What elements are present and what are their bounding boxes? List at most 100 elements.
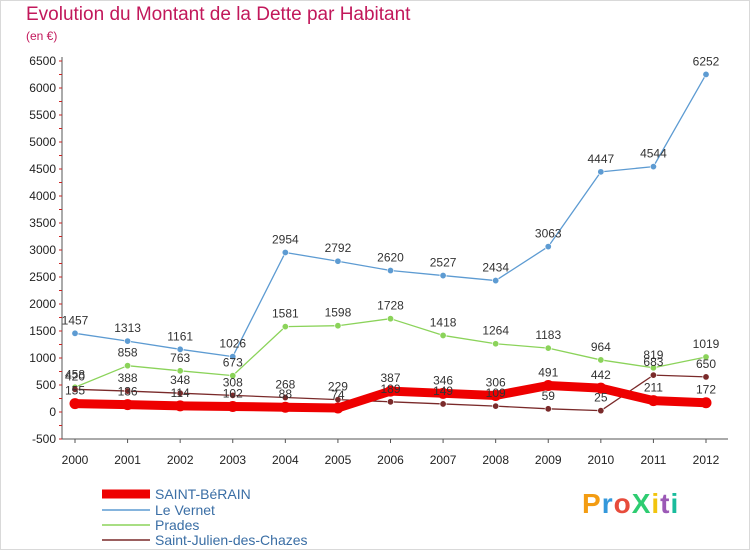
data-point [544, 344, 552, 352]
data-point [702, 70, 710, 78]
data-label: 1728 [377, 299, 404, 313]
data-label: 683 [643, 355, 663, 369]
data-label: 3063 [535, 227, 562, 241]
y-tick-label: 2000 [29, 297, 56, 311]
chart-subtitle: (en €) [26, 29, 58, 43]
data-point [385, 385, 396, 397]
x-tick-label: 2005 [325, 453, 352, 467]
data-point [71, 385, 79, 393]
data-point [124, 387, 132, 395]
data-point [649, 364, 657, 372]
data-point [334, 257, 342, 265]
data-label: 420 [65, 369, 85, 383]
data-point [542, 379, 554, 391]
data-label: 346 [433, 373, 453, 387]
y-tick-label: 3000 [29, 243, 56, 257]
y-tick-label: 6000 [29, 81, 56, 95]
data-point [122, 399, 134, 411]
data-point [492, 277, 500, 285]
data-point [439, 331, 447, 339]
series-line [74, 73, 707, 358]
x-tick-label: 2002 [167, 453, 194, 467]
data-point [281, 323, 289, 331]
data-label: 189 [380, 382, 400, 396]
x-tick-label: 2006 [377, 453, 404, 467]
data-label: 136 [118, 385, 138, 399]
data-point [597, 356, 605, 364]
data-point [439, 272, 447, 280]
data-point [176, 389, 184, 397]
data-point [702, 373, 710, 381]
data-point [71, 329, 79, 337]
x-tick-label: 2009 [535, 453, 562, 467]
data-label: 59 [542, 389, 556, 403]
data-label: 491 [538, 365, 558, 379]
y-tick-label: 5500 [29, 108, 56, 122]
data-point [544, 243, 552, 251]
x-tick-label: 2007 [430, 453, 457, 467]
data-label: 229 [328, 380, 348, 394]
y-tick-label: 6500 [29, 54, 56, 68]
data-label: 2434 [482, 261, 509, 275]
data-label: 6252 [693, 54, 720, 68]
data-point [279, 401, 291, 413]
data-label: 1313 [114, 321, 141, 335]
legend-label: SAINT-BéRAIN [155, 486, 251, 502]
data-label: 1457 [62, 313, 89, 327]
data-point [229, 372, 237, 380]
data-label: 114 [171, 386, 190, 400]
data-point [595, 382, 607, 394]
x-tick-label: 2001 [114, 453, 141, 467]
data-point [229, 391, 237, 399]
data-label: 1183 [535, 328, 561, 342]
data-label: 102 [223, 386, 243, 400]
data-label: 268 [275, 378, 295, 392]
chart-title: Evolution du Montant de la Dette par Hab… [26, 4, 411, 25]
data-point [176, 367, 184, 375]
data-label: 348 [170, 373, 190, 387]
data-label: 1581 [272, 307, 299, 321]
data-label: 155 [65, 384, 85, 398]
data-label: 306 [486, 375, 506, 389]
data-point [281, 394, 289, 402]
data-point [437, 387, 449, 399]
data-point [492, 402, 500, 410]
y-tick-label: 3500 [29, 216, 56, 230]
data-point [490, 389, 502, 401]
data-label: 650 [696, 357, 716, 371]
data-label: 2527 [430, 256, 457, 270]
data-label: 74 [331, 388, 345, 402]
legend-label: Saint-Julien-des-Chazes [155, 532, 308, 548]
y-tick-label: 0 [49, 405, 56, 419]
data-label: 308 [223, 375, 243, 389]
data-point [174, 400, 186, 412]
data-label: 442 [591, 368, 611, 382]
y-tick-label: 1000 [29, 351, 56, 365]
data-label: 25 [594, 391, 608, 405]
data-label: 211 [644, 381, 663, 395]
data-point [124, 362, 132, 370]
data-label: 172 [696, 383, 716, 397]
data-point [334, 322, 342, 330]
x-tick-label: 2012 [693, 453, 720, 467]
data-label: 1598 [325, 306, 352, 320]
data-point [332, 402, 344, 414]
x-tick-label: 2011 [641, 453, 667, 467]
data-label: 4447 [587, 152, 614, 166]
data-label: 964 [591, 340, 611, 354]
data-point [439, 400, 447, 408]
x-tick-label: 2000 [62, 453, 89, 467]
y-tick-label: 2500 [29, 270, 56, 284]
data-label: 2620 [377, 251, 404, 265]
data-point [281, 248, 289, 256]
y-tick-label: 1500 [29, 324, 56, 338]
data-point [700, 397, 712, 409]
proxiti-logo: ProXiti [582, 488, 680, 519]
x-tick-label: 2008 [482, 453, 509, 467]
data-label: 1264 [482, 324, 509, 338]
y-tick-label: 5000 [29, 135, 56, 149]
y-tick-label: 500 [36, 378, 56, 392]
y-tick-label: -500 [32, 432, 56, 446]
